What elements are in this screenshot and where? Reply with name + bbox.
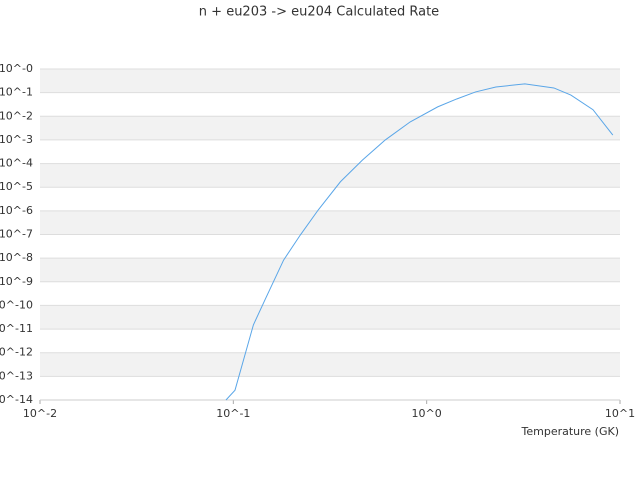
y-tick-label: 10^-6 <box>0 204 33 217</box>
grid-band <box>40 305 620 330</box>
y-tick-label: 10^-14 <box>0 393 33 406</box>
y-tick-label: 10^-2 <box>0 109 33 122</box>
x-tick-label: 10^-2 <box>23 407 57 420</box>
x-tick-label: 10^-1 <box>216 407 250 420</box>
grid-band <box>40 116 620 140</box>
y-tick-label: 10^-10 <box>0 298 33 311</box>
x-tick-label: 10^1 <box>605 407 635 420</box>
y-tick-label: 10^-11 <box>0 322 33 335</box>
y-tick-label: 10^-3 <box>0 133 33 146</box>
grid-band <box>40 92 620 117</box>
y-tick-label: 10^-5 <box>0 180 33 193</box>
y-tick-label: 10^-8 <box>0 251 33 264</box>
grid-band <box>40 163 620 188</box>
y-tick-label: 10^-4 <box>0 157 33 170</box>
grid-band <box>40 329 620 353</box>
grid-band <box>40 187 620 211</box>
y-tick-label: 10^-12 <box>0 346 33 359</box>
x-axis-title: Temperature (GK) <box>521 425 620 438</box>
y-tick-label: 10^-0 <box>0 62 33 75</box>
grid-band <box>40 376 620 400</box>
grid-band <box>40 352 620 377</box>
x-tick-label: 10^0 <box>412 407 442 420</box>
grid-band <box>40 139 620 164</box>
grid-band <box>40 69 620 93</box>
chart-title: n + eu203 -> eu204 Calculated Rate <box>199 5 439 20</box>
grid-band <box>40 281 620 306</box>
y-tick-label: 10^-9 <box>0 275 33 288</box>
grid-band <box>40 258 620 282</box>
y-tick-label: 10^-13 <box>0 369 33 382</box>
y-tick-label: 10^-7 <box>0 228 33 241</box>
y-tick-label: 10^-1 <box>0 86 33 99</box>
data-line <box>225 83 614 401</box>
grid-band <box>40 210 620 235</box>
grid-band <box>40 234 620 259</box>
